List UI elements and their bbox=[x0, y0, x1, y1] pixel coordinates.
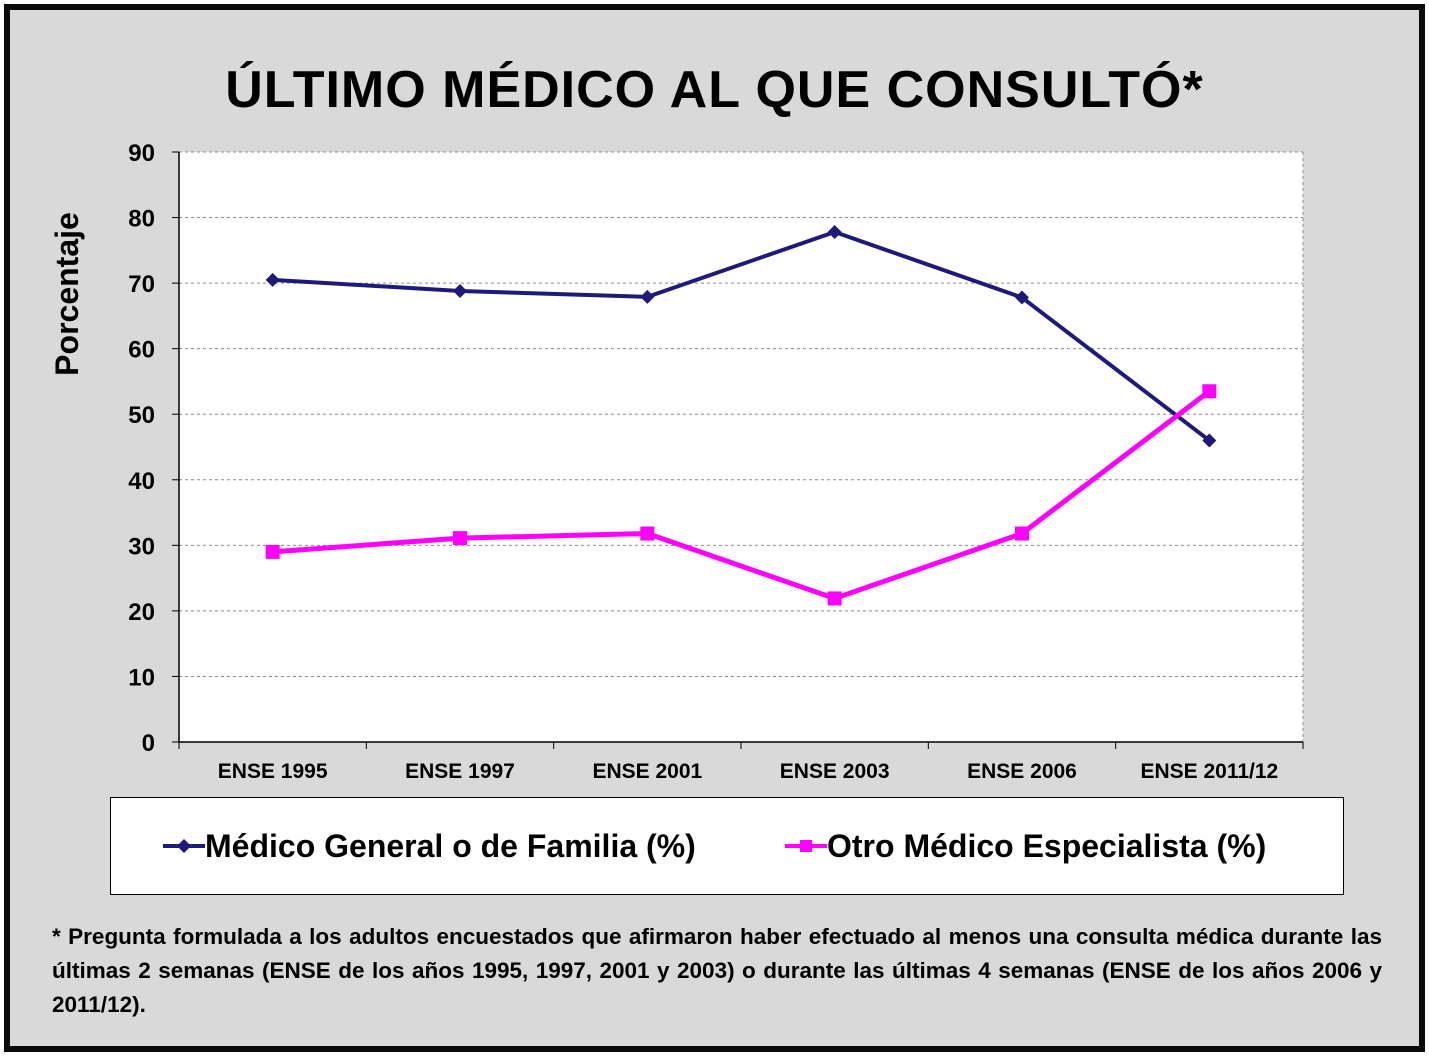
series-line bbox=[272, 389, 1211, 601]
y-tick-label: 60 bbox=[128, 337, 155, 364]
x-tick-label: ENSE 1995 bbox=[218, 760, 328, 783]
x-tick-label: ENSE 2003 bbox=[780, 760, 890, 783]
data-point bbox=[1015, 526, 1029, 541]
x-tick-label: ENSE 2011/12 bbox=[1140, 760, 1278, 783]
x-tick-label: ENSE 1997 bbox=[405, 760, 515, 783]
data-point bbox=[265, 544, 280, 559]
data-point bbox=[265, 272, 280, 287]
diamond-marker-icon bbox=[163, 839, 205, 853]
legend: Médico General o de Familia (%) Otro Méd… bbox=[110, 797, 1344, 895]
y-axis-label: Porcentaje bbox=[49, 212, 85, 376]
y-tick-label: 80 bbox=[128, 206, 155, 233]
y-tick-label: 90 bbox=[128, 140, 155, 167]
y-tick-label: 40 bbox=[128, 468, 155, 495]
data-point bbox=[827, 224, 842, 239]
data-point bbox=[453, 283, 467, 298]
chart-title: ÚLTIMO MÉDICO AL QUE CONSULTÓ* bbox=[225, 61, 1204, 119]
data-point bbox=[827, 591, 842, 606]
y-tick-label: 10 bbox=[128, 664, 155, 691]
legend-item-otro-especialista: Otro Médico Especialista (%) bbox=[785, 826, 1266, 866]
square-marker-icon bbox=[785, 840, 827, 852]
axes: 0 10 20 30 40 50 60 70 80 90 ENSE 1995 ENSE 1997 ENS… bbox=[128, 140, 1304, 783]
legend-label: Médico General o de Familia (%) bbox=[205, 827, 696, 864]
data-point bbox=[453, 531, 467, 546]
series-2 bbox=[265, 384, 1217, 606]
y-tick-label: 30 bbox=[128, 533, 155, 560]
data-point bbox=[1202, 384, 1217, 399]
series-line bbox=[272, 229, 1211, 443]
y-tick-label: 70 bbox=[128, 271, 155, 298]
series-1 bbox=[265, 224, 1217, 448]
legend-item-medico-general: Médico General o de Familia (%) bbox=[163, 826, 696, 866]
data-point bbox=[640, 289, 655, 304]
data-point bbox=[1015, 290, 1029, 305]
data-point bbox=[1202, 433, 1217, 448]
series-group bbox=[265, 224, 1217, 606]
y-tick-label: 50 bbox=[128, 402, 155, 429]
footnote: * Pregunta formulada a los adultos encue… bbox=[52, 924, 1382, 1017]
x-tick-label: ENSE 2006 bbox=[967, 760, 1077, 783]
plot-area bbox=[179, 152, 1303, 742]
x-tick-label: ENSE 2001 bbox=[592, 760, 702, 783]
y-tick-label: 0 bbox=[142, 730, 155, 757]
y-tick-label: 20 bbox=[128, 599, 155, 626]
gridlines bbox=[179, 151, 1304, 742]
data-point bbox=[640, 526, 655, 541]
legend-label: Otro Médico Especialista (%) bbox=[827, 827, 1267, 864]
